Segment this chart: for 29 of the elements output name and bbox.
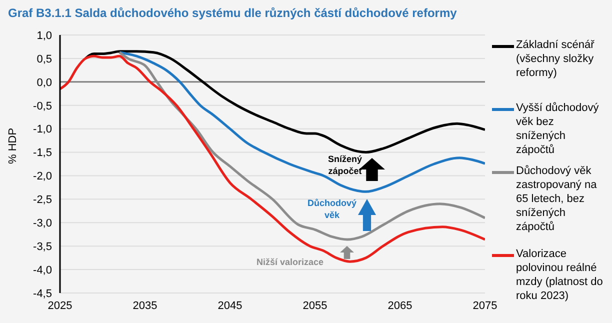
x-tick-label: 2045 — [218, 300, 242, 312]
x-tick-label: 2055 — [302, 300, 328, 312]
y-tick-label: -1,5 — [33, 147, 52, 160]
y-tick-label: 0,5 — [36, 53, 52, 66]
y-tick-label: -4,5 — [33, 288, 52, 300]
legend-label: Základní scénář (všechny složky reformy) — [516, 38, 596, 80]
y-tick-label: 0,0 — [36, 76, 52, 89]
x-tick-label: 2025 — [48, 300, 72, 312]
legend-label: Vyšší důchodový věk bez snížených zápočtů — [516, 101, 600, 157]
x-tick-label: 2075 — [472, 300, 498, 312]
y-tick-label: 1,0 — [36, 30, 52, 42]
y-tick-label: -2,0 — [33, 170, 52, 183]
chart-title: Graf B3.1.1 Salda důchodového systému dle různých částí důchodové reformy — [8, 6, 457, 20]
legend-label: Valorizace polovinou reálné mzdy (platnost do roku 2023) — [516, 247, 604, 303]
annotation: Snížený zápočet — [328, 154, 362, 176]
annotation: Důchodový věk — [307, 198, 357, 220]
legend-label: Důchodový věk zastropovaný na 65 letech, bez snížených zápočtů — [516, 164, 598, 234]
line-series — [118, 51, 485, 193]
x-tick-label: 2035 — [132, 300, 158, 312]
line-series — [84, 50, 485, 154]
y-tick-label: -2,5 — [33, 194, 52, 206]
y-tick-label: -0,5 — [33, 100, 52, 112]
y-tick-label: -3,0 — [33, 218, 52, 230]
y-axis-title: % HDP — [6, 128, 19, 164]
y-tick-label: -4,0 — [33, 264, 52, 276]
y-tick-label: -3,5 — [33, 240, 52, 253]
y-tick-label: -1,0 — [33, 124, 52, 136]
x-tick-label: 2065 — [388, 300, 412, 312]
annotation: Nižší valorizace — [256, 257, 324, 267]
